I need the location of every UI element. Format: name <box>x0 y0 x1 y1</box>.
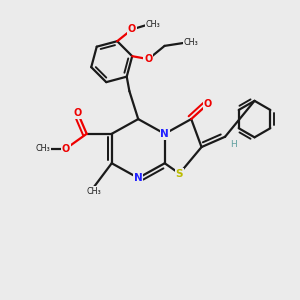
Text: O: O <box>203 99 211 110</box>
Text: CH₃: CH₃ <box>145 20 160 29</box>
Text: O: O <box>62 143 70 154</box>
Text: CH₃: CH₃ <box>184 38 199 47</box>
Text: N: N <box>160 129 169 139</box>
Text: S: S <box>176 169 183 178</box>
Text: CH₃: CH₃ <box>35 144 50 153</box>
Text: O: O <box>74 108 82 118</box>
Text: O: O <box>128 24 136 34</box>
Text: CH₃: CH₃ <box>87 187 101 196</box>
Text: N: N <box>134 173 142 183</box>
Text: H: H <box>230 140 237 148</box>
Text: O: O <box>144 54 152 64</box>
